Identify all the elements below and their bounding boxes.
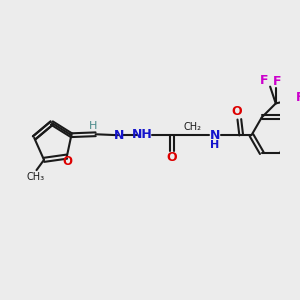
Text: F: F (296, 91, 300, 104)
Text: H: H (211, 140, 220, 149)
Text: CH₃: CH₃ (26, 172, 45, 182)
Text: F: F (260, 74, 269, 87)
Text: O: O (63, 155, 73, 168)
Text: H: H (88, 121, 97, 131)
Text: NH: NH (132, 128, 153, 141)
Text: O: O (231, 105, 242, 119)
Text: N: N (114, 129, 124, 142)
Text: CH₂: CH₂ (184, 122, 202, 132)
Text: N: N (210, 129, 220, 142)
Text: F: F (273, 75, 282, 88)
Text: O: O (167, 151, 178, 164)
